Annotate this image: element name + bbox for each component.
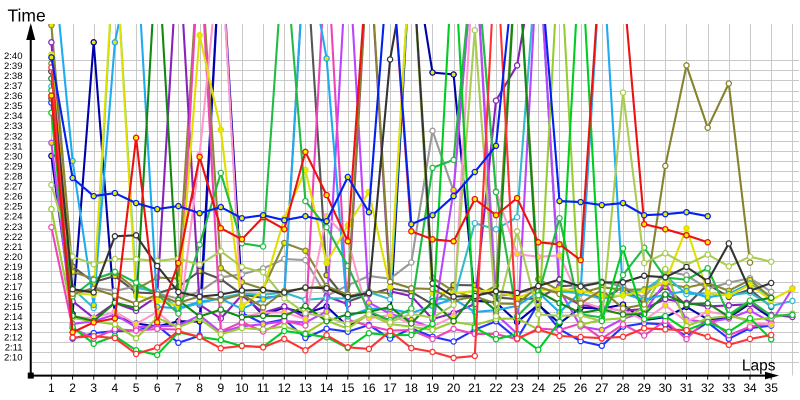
svg-text:6: 6 xyxy=(154,381,161,395)
svg-text:2:31: 2:31 xyxy=(4,141,23,152)
svg-text:2:15: 2:15 xyxy=(4,302,23,313)
svg-text:14: 14 xyxy=(320,381,334,395)
svg-text:27: 27 xyxy=(595,381,609,395)
svg-text:31: 31 xyxy=(680,381,694,395)
svg-text:11: 11 xyxy=(257,381,270,395)
svg-text:29: 29 xyxy=(638,381,652,395)
svg-text:2:29: 2:29 xyxy=(4,162,23,173)
svg-text:2:38: 2:38 xyxy=(4,71,23,82)
svg-text:26: 26 xyxy=(574,381,588,395)
svg-text:Laps: Laps xyxy=(742,358,776,375)
svg-text:2:11: 2:11 xyxy=(5,342,23,353)
svg-text:2:24: 2:24 xyxy=(4,212,23,223)
svg-text:34: 34 xyxy=(743,381,757,395)
svg-text:28: 28 xyxy=(616,381,630,395)
svg-text:2:20: 2:20 xyxy=(4,252,23,263)
svg-text:1: 1 xyxy=(48,381,55,395)
svg-text:2:19: 2:19 xyxy=(4,262,23,273)
svg-text:13: 13 xyxy=(299,381,313,395)
svg-text:2:25: 2:25 xyxy=(4,202,23,213)
svg-text:2:32: 2:32 xyxy=(4,131,23,142)
svg-text:35: 35 xyxy=(765,381,779,395)
svg-text:15: 15 xyxy=(341,381,355,395)
svg-text:2:36: 2:36 xyxy=(4,91,23,102)
svg-text:8: 8 xyxy=(196,381,203,395)
svg-text:2:26: 2:26 xyxy=(4,192,23,203)
svg-text:22: 22 xyxy=(489,381,503,395)
svg-text:2:34: 2:34 xyxy=(4,111,23,122)
svg-text:5: 5 xyxy=(133,381,140,395)
svg-text:2:33: 2:33 xyxy=(4,121,23,132)
svg-text:32: 32 xyxy=(701,381,715,395)
svg-text:2:40: 2:40 xyxy=(4,51,23,62)
svg-text:30: 30 xyxy=(659,381,673,395)
svg-text:2: 2 xyxy=(69,381,76,395)
svg-text:2:14: 2:14 xyxy=(4,312,23,323)
svg-text:2:21: 2:21 xyxy=(4,242,23,253)
svg-text:Time: Time xyxy=(8,6,46,26)
svg-text:2:37: 2:37 xyxy=(4,81,23,92)
svg-text:33: 33 xyxy=(722,381,736,395)
svg-text:2:18: 2:18 xyxy=(4,272,23,283)
svg-text:2:16: 2:16 xyxy=(4,292,23,303)
svg-text:23: 23 xyxy=(510,381,524,395)
svg-text:16: 16 xyxy=(362,381,376,395)
svg-text:2:13: 2:13 xyxy=(4,322,23,333)
svg-text:20: 20 xyxy=(447,381,461,395)
svg-text:10: 10 xyxy=(235,381,249,395)
svg-text:25: 25 xyxy=(553,381,567,395)
svg-text:17: 17 xyxy=(383,381,397,395)
svg-text:9: 9 xyxy=(217,381,224,395)
svg-text:2:27: 2:27 xyxy=(4,182,23,193)
svg-text:2:17: 2:17 xyxy=(4,282,23,293)
svg-text:2:39: 2:39 xyxy=(4,61,23,72)
svg-text:4: 4 xyxy=(112,381,119,395)
svg-text:2:35: 2:35 xyxy=(4,101,23,112)
svg-text:18: 18 xyxy=(405,381,419,395)
svg-text:2:22: 2:22 xyxy=(4,232,23,243)
svg-text:2:23: 2:23 xyxy=(4,222,23,233)
svg-text:12: 12 xyxy=(278,381,292,395)
svg-text:2:28: 2:28 xyxy=(4,172,23,183)
svg-text:19: 19 xyxy=(426,381,440,395)
svg-text:2:12: 2:12 xyxy=(4,332,23,343)
svg-text:21: 21 xyxy=(468,381,482,395)
svg-text:2:10: 2:10 xyxy=(4,352,23,363)
svg-text:3: 3 xyxy=(90,381,97,395)
svg-text:7: 7 xyxy=(175,381,182,395)
svg-text:2:30: 2:30 xyxy=(4,151,23,162)
svg-text:24: 24 xyxy=(532,381,546,395)
